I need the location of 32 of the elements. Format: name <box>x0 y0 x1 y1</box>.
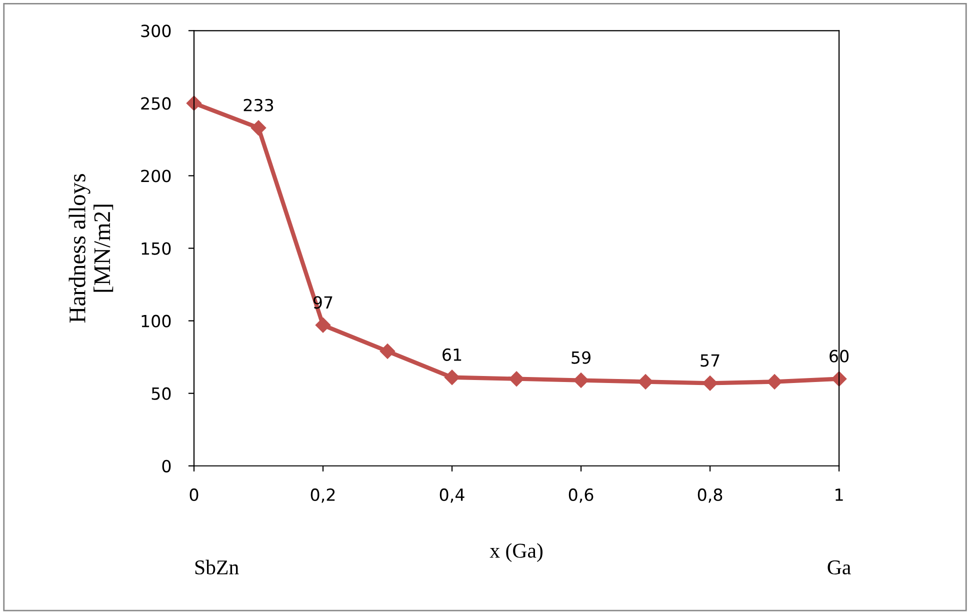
data-label: 59 <box>572 351 590 364</box>
x-tick-label: 0,8 <box>698 488 722 503</box>
data-label: 61 <box>442 348 462 361</box>
x-tick-label: 0,4 <box>440 488 464 503</box>
point <box>444 370 460 385</box>
text: SbZn <box>195 560 239 574</box>
x-tick-label: 0,6 <box>568 488 594 503</box>
point <box>702 376 718 391</box>
y-tick-label: 300 <box>141 24 171 38</box>
data-label: 233 <box>244 98 274 112</box>
point <box>250 120 266 136</box>
x-tick-label: 0,2 <box>310 488 335 503</box>
point <box>380 344 396 359</box>
y-tick-label: 250 <box>141 97 171 110</box>
point <box>831 371 847 386</box>
point <box>315 318 331 333</box>
point <box>766 374 782 390</box>
point <box>186 96 202 111</box>
point <box>638 374 654 390</box>
text: Ga <box>828 560 851 574</box>
x-tick-label: 1 <box>836 488 843 501</box>
y-axis-title: Hardness alloys [MN/m2] <box>68 174 114 323</box>
point <box>573 372 589 388</box>
y-tick-label: 200 <box>141 170 171 182</box>
y-tick-label: 100 <box>142 314 171 328</box>
data-label: 57 <box>700 354 720 367</box>
point <box>508 371 524 386</box>
x-axis-title: x (Ga) <box>490 543 543 562</box>
y-tick-label: 150 <box>142 242 171 255</box>
y-tick-label: 50 <box>152 387 171 400</box>
y-tick-label: 0 <box>162 460 171 472</box>
x-tick-label: 0 <box>190 488 198 502</box>
